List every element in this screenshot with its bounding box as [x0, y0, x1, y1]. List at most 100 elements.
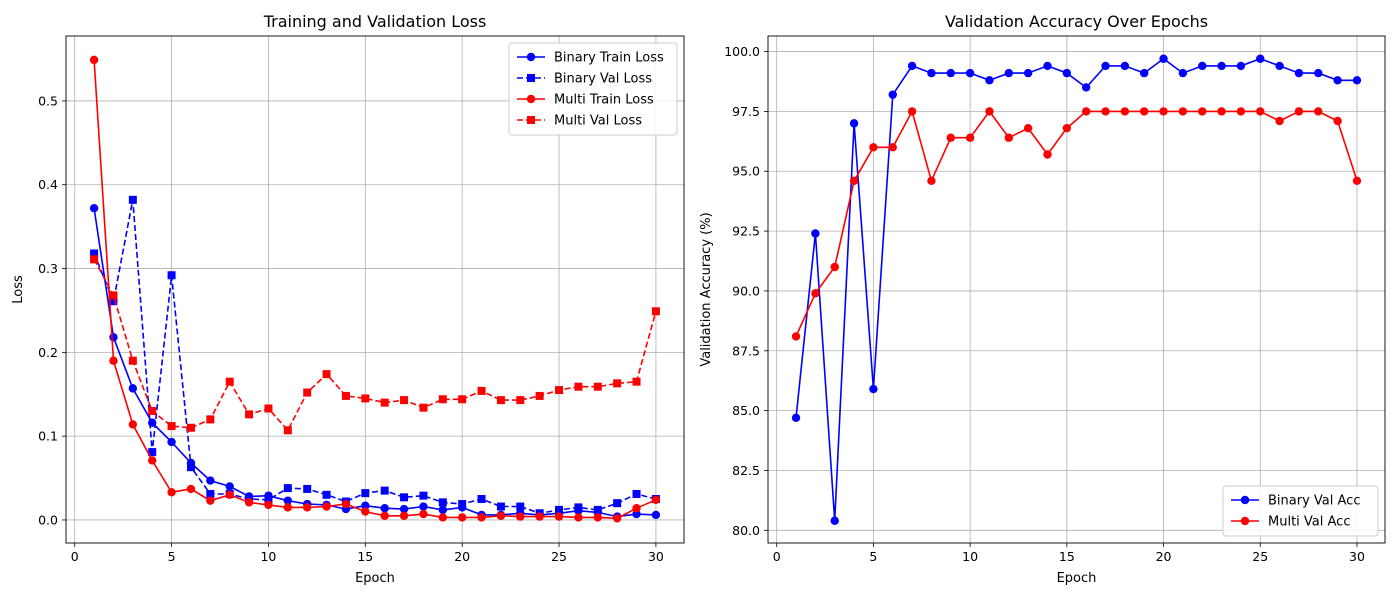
data-point: [888, 90, 897, 99]
data-point: [651, 307, 660, 316]
data-point: [361, 507, 370, 516]
data-point: [148, 407, 157, 416]
data-point: [1062, 123, 1072, 133]
y-tick-label: 85.0: [732, 403, 760, 418]
data-point: [167, 437, 176, 447]
legend-marker: [526, 94, 536, 104]
data-point: [90, 249, 99, 258]
data-point: [419, 491, 428, 500]
legend-label: Multi Train Loss: [554, 93, 654, 108]
data-point: [811, 229, 820, 238]
data-point: [322, 490, 331, 499]
data-point: [965, 68, 975, 78]
data-point: [438, 498, 447, 507]
data-point: [985, 76, 994, 85]
data-point: [869, 384, 878, 394]
data-point: [167, 271, 176, 280]
legend-marker: [1240, 495, 1250, 505]
legend-marker: [526, 52, 536, 62]
data-point: [380, 511, 389, 520]
x-tick-label: 25: [551, 549, 567, 564]
data-point: [109, 297, 118, 306]
data-point: [244, 498, 254, 507]
data-point: [1178, 68, 1188, 78]
data-point: [302, 503, 312, 512]
data-point: [907, 107, 917, 116]
data-point: [128, 420, 138, 429]
legend-marker: [1240, 516, 1250, 526]
axes-frame: [767, 35, 1386, 544]
x-tick-label: 10: [260, 549, 276, 564]
x-tick-label: 5: [168, 549, 176, 564]
data-point: [283, 426, 292, 435]
data-point: [1159, 107, 1168, 116]
data-point: [1081, 107, 1091, 116]
x-tick-label: 30: [648, 549, 664, 564]
chart-title: Training and Validation Loss: [263, 12, 487, 31]
data-point: [90, 255, 99, 264]
y-tick-label: 87.5: [732, 343, 760, 358]
data-point: [206, 489, 215, 498]
data-point: [574, 382, 583, 391]
data-point: [849, 176, 859, 186]
series-line: [93, 199, 657, 515]
data-point: [1275, 116, 1284, 126]
data-point: [1043, 61, 1052, 71]
y-tick-label: 95.0: [732, 164, 760, 179]
x-tick-label: 25: [1252, 549, 1268, 564]
data-point: [811, 289, 820, 298]
data-point: [458, 500, 467, 509]
data-point: [849, 119, 859, 128]
data-point: [1236, 61, 1246, 71]
data-point: [128, 195, 137, 204]
data-point: [419, 403, 428, 412]
y-tick-label: 92.5: [732, 224, 760, 239]
data-point: [186, 484, 196, 494]
data-point: [1101, 107, 1110, 116]
data-point: [593, 382, 602, 391]
data-point: [830, 262, 839, 272]
data-point: [535, 512, 544, 521]
data-point: [1198, 107, 1207, 116]
data-point: [380, 486, 389, 495]
data-point: [186, 423, 195, 432]
data-point: [148, 456, 157, 465]
x-tick-label: 30: [1349, 549, 1365, 564]
data-point: [167, 488, 176, 497]
data-point: [225, 377, 234, 386]
y-tick-label: 100.0: [724, 44, 760, 59]
data-point: [535, 391, 544, 400]
y-tick-label: 0.2: [38, 345, 58, 360]
data-point: [186, 463, 195, 472]
data-point: [303, 388, 312, 397]
data-point: [1043, 150, 1052, 159]
legend-label: Binary Train Loss: [554, 51, 664, 66]
x-axis-label: Epoch: [355, 571, 395, 586]
loss-chart: 0 5 10 15 20 25 30 0.0 0.1 0.2 0.3 0.4 0.5 Training a…: [11, 12, 685, 586]
data-point: [907, 61, 917, 71]
data-point: [419, 502, 428, 511]
x-axis-label: Epoch: [1057, 571, 1097, 586]
data-point: [264, 495, 273, 504]
y-tick-label: 0.3: [38, 261, 58, 276]
data-point: [1139, 68, 1149, 78]
data-point: [264, 500, 273, 510]
data-point: [419, 509, 428, 519]
legend-marker: [527, 74, 535, 82]
data-point: [946, 68, 955, 78]
legend-box: [508, 42, 678, 136]
data-point: [148, 448, 157, 457]
data-point: [1120, 107, 1130, 116]
data-point: [888, 143, 897, 152]
data-point: [322, 502, 331, 511]
data-point: [457, 513, 467, 522]
legend-label: Multi Val Loss: [554, 114, 642, 129]
data-point: [283, 484, 292, 493]
data-point: [1352, 76, 1362, 85]
data-point: [1275, 61, 1284, 71]
series-line: [93, 258, 657, 432]
legend-label: Binary Val Acc: [1268, 494, 1360, 509]
data-point: [1159, 54, 1168, 63]
data-point: [167, 422, 176, 431]
data-point: [322, 370, 331, 379]
